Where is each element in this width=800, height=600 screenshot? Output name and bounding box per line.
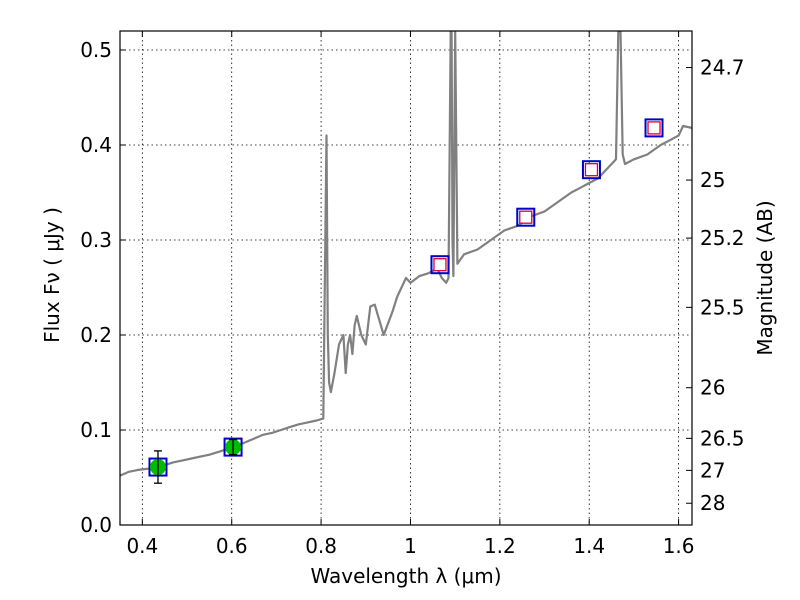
observed-photometry-square [647, 121, 661, 135]
tick-layer [120, 31, 692, 526]
y-tick-label: 0.5 [80, 38, 112, 62]
y-tick-label: 0.3 [80, 228, 112, 252]
y2-axis-title: Magnitude (AB) [753, 200, 777, 355]
model-photometry-square [516, 207, 536, 227]
observed-photometry-square [584, 163, 599, 177]
x-tick-label: 0.8 [305, 534, 337, 558]
plot-frame [119, 30, 693, 526]
x-tick-label: 1 [404, 534, 417, 558]
y2-tick-label: 25.5 [700, 295, 745, 319]
x-tick-label: 1.6 [663, 534, 695, 558]
x-tick-label: 1.2 [484, 534, 516, 558]
x-tick-label: 0.4 [126, 534, 158, 558]
y2-tick-label: 27 [700, 458, 725, 482]
spectrum-line [120, 31, 692, 477]
model-photometry-square [223, 437, 243, 457]
model-photometry-square [644, 118, 664, 138]
y-tick-label: 0.4 [80, 133, 112, 157]
y2-tick-label: 26 [700, 376, 725, 400]
x-axis-title: Wavelength λ (μm) [310, 564, 501, 588]
marker-layer [148, 118, 664, 484]
y2-tick-label: 26.5 [700, 426, 745, 450]
plot-layer [120, 31, 692, 484]
y2-tick-label: 25 [700, 168, 725, 192]
observed-photometry-square [433, 258, 447, 272]
x-tick-label: 1.4 [573, 534, 605, 558]
y-tick-label: 0.1 [80, 418, 112, 442]
x-tick-label: 0.6 [216, 534, 248, 558]
y-tick-label: 0.0 [80, 513, 112, 537]
y-axis-title: Flux Fν ( μJy ) [40, 207, 64, 343]
grid-layer [120, 31, 692, 525]
model-photometry-square [430, 255, 450, 275]
label-layer: 0.4 0.6 0.8 1 1.2 1.4 1.6 0.0 0.1 0.2 0.3 0.4 0.5 24.… [80, 38, 744, 558]
model-photometry-square [581, 160, 601, 180]
y2-tick-label: 28 [700, 491, 725, 515]
y2-tick-label: 24.7 [700, 55, 745, 79]
observed-photometry-square [519, 210, 533, 224]
y-tick-label: 0.2 [80, 323, 112, 347]
y2-tick-label: 25.2 [700, 226, 745, 250]
